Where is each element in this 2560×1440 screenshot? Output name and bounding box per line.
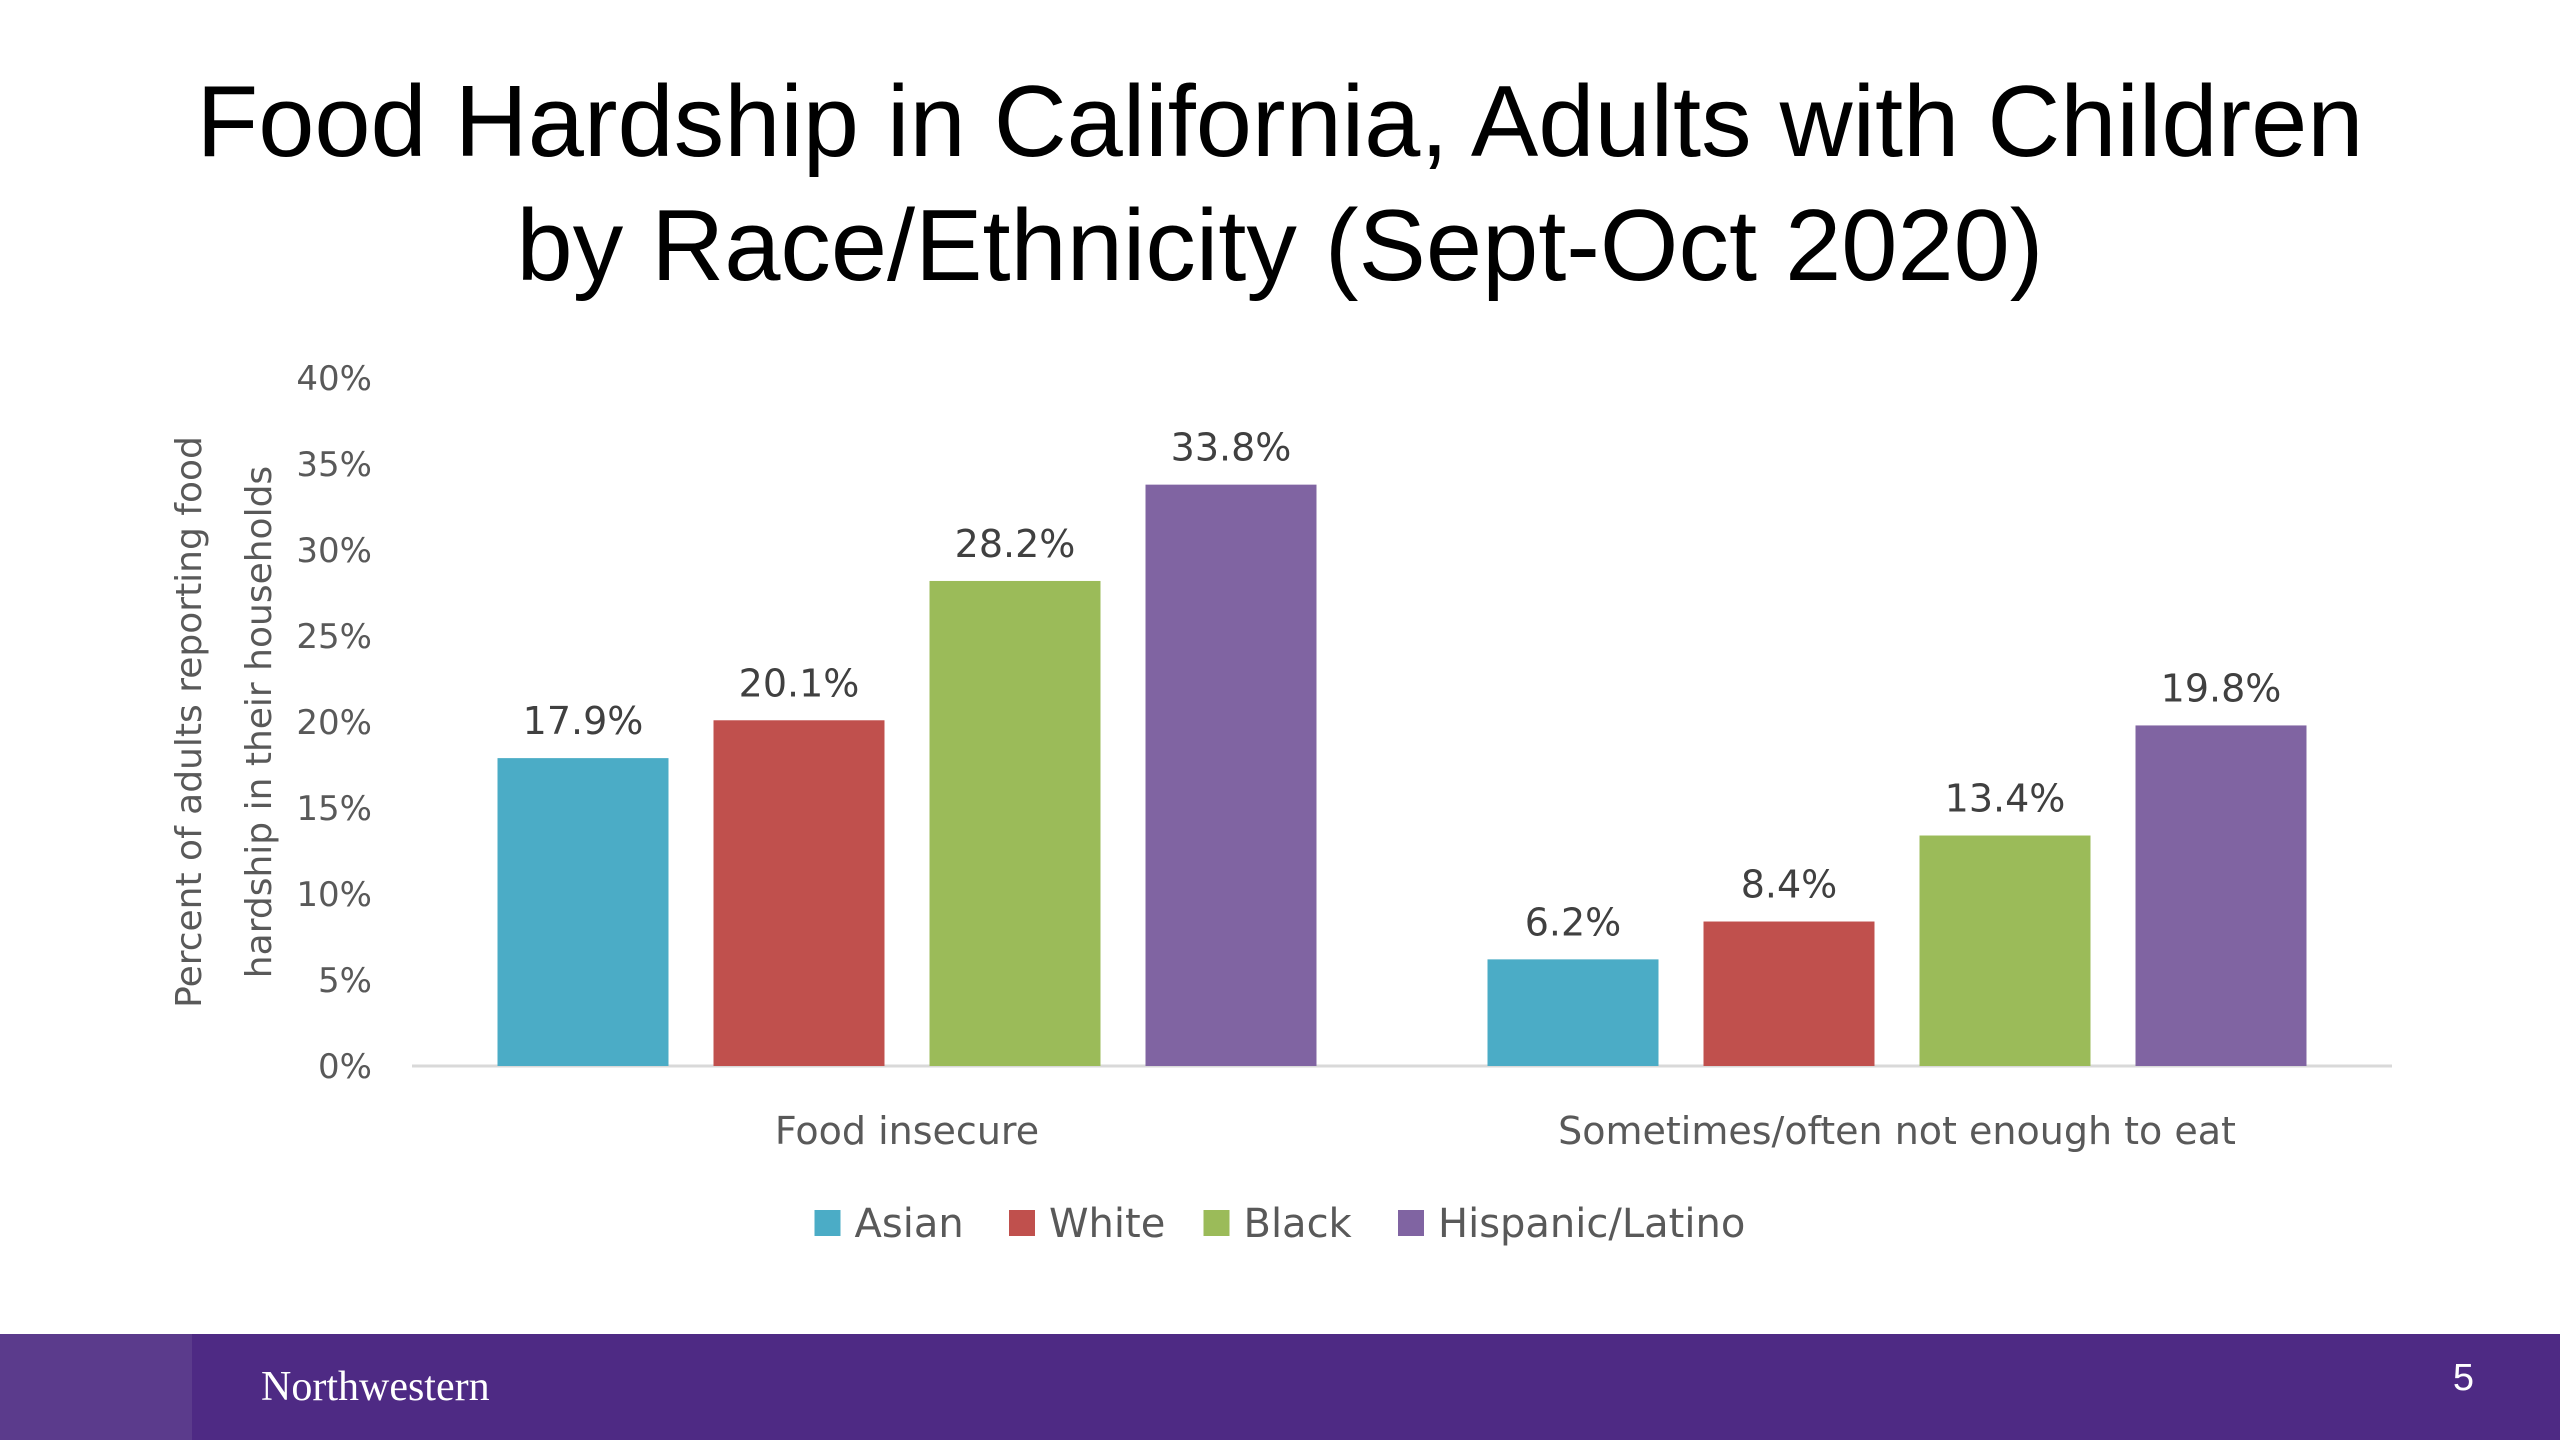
y-tick-label: 0% xyxy=(318,1047,372,1087)
bar-asian-2 xyxy=(1487,959,1659,1066)
data-label: 13.4% xyxy=(1945,777,2066,821)
page-number: 5 xyxy=(2452,1357,2474,1399)
data-label: 6.2% xyxy=(1525,900,1622,944)
slide-title-line-2: by Race/Ethnicity (Sept-Oct 2020) xyxy=(516,190,2044,302)
y-tick-label: 35% xyxy=(296,445,372,485)
y-tick-label: 5% xyxy=(318,961,372,1001)
y-tick-label: 15% xyxy=(296,789,372,829)
y-tick-label: 20% xyxy=(296,703,372,743)
legend-label: White xyxy=(1049,1201,1165,1247)
bar-black-1 xyxy=(929,580,1101,1066)
x-category-label: Sometimes/often not enough to eat xyxy=(1558,1109,2236,1153)
legend-label: Asian xyxy=(855,1201,964,1247)
footer-accent-block xyxy=(0,1334,192,1440)
legend-swatch xyxy=(1009,1210,1035,1236)
y-tick-label: 25% xyxy=(296,617,372,657)
footer-bar: Northwestern 5 xyxy=(0,1334,2560,1440)
bar-black-2 xyxy=(1919,835,2091,1066)
data-label: 28.2% xyxy=(955,522,1076,566)
legend-label: Hispanic/Latino xyxy=(1438,1201,1745,1247)
bar-white-2 xyxy=(1703,921,1875,1066)
data-label: 17.9% xyxy=(523,699,644,743)
legend-swatch xyxy=(814,1210,841,1236)
slide-title-line-1: Food Hardship in California, Adults with… xyxy=(196,66,2364,178)
data-label: 19.8% xyxy=(2161,666,2282,710)
bar-white-1 xyxy=(713,720,885,1066)
data-label: 20.1% xyxy=(739,661,860,705)
northwestern-logo: Northwestern xyxy=(261,1364,490,1410)
bar-chart: 0% 5% 10% 15% 20% 25% 30% 35% 40% Percent of adul… xyxy=(169,359,2392,1247)
bar-hispanic-latino-2 xyxy=(2135,725,2307,1066)
y-tick-label: 40% xyxy=(296,359,372,399)
slide-title: Food Hardship in California, Adults with… xyxy=(0,60,2560,308)
y-axis-title-line-1: Percent of adults reporting food xyxy=(169,436,210,1008)
data-label: 8.4% xyxy=(1741,863,1838,907)
y-tick-label: 10% xyxy=(296,875,372,915)
x-category-label: Food insecure xyxy=(775,1109,1039,1153)
y-axis-title-line-2: hardship in their households xyxy=(239,466,280,978)
bar-asian-1 xyxy=(497,758,669,1066)
bar-hispanic-latino-1 xyxy=(1145,484,1317,1066)
y-tick-label: 30% xyxy=(296,531,372,571)
legend-label: Black xyxy=(1244,1201,1353,1247)
legend-swatch xyxy=(1203,1210,1230,1236)
legend-swatch xyxy=(1398,1210,1424,1236)
data-label: 33.8% xyxy=(1171,426,1292,470)
